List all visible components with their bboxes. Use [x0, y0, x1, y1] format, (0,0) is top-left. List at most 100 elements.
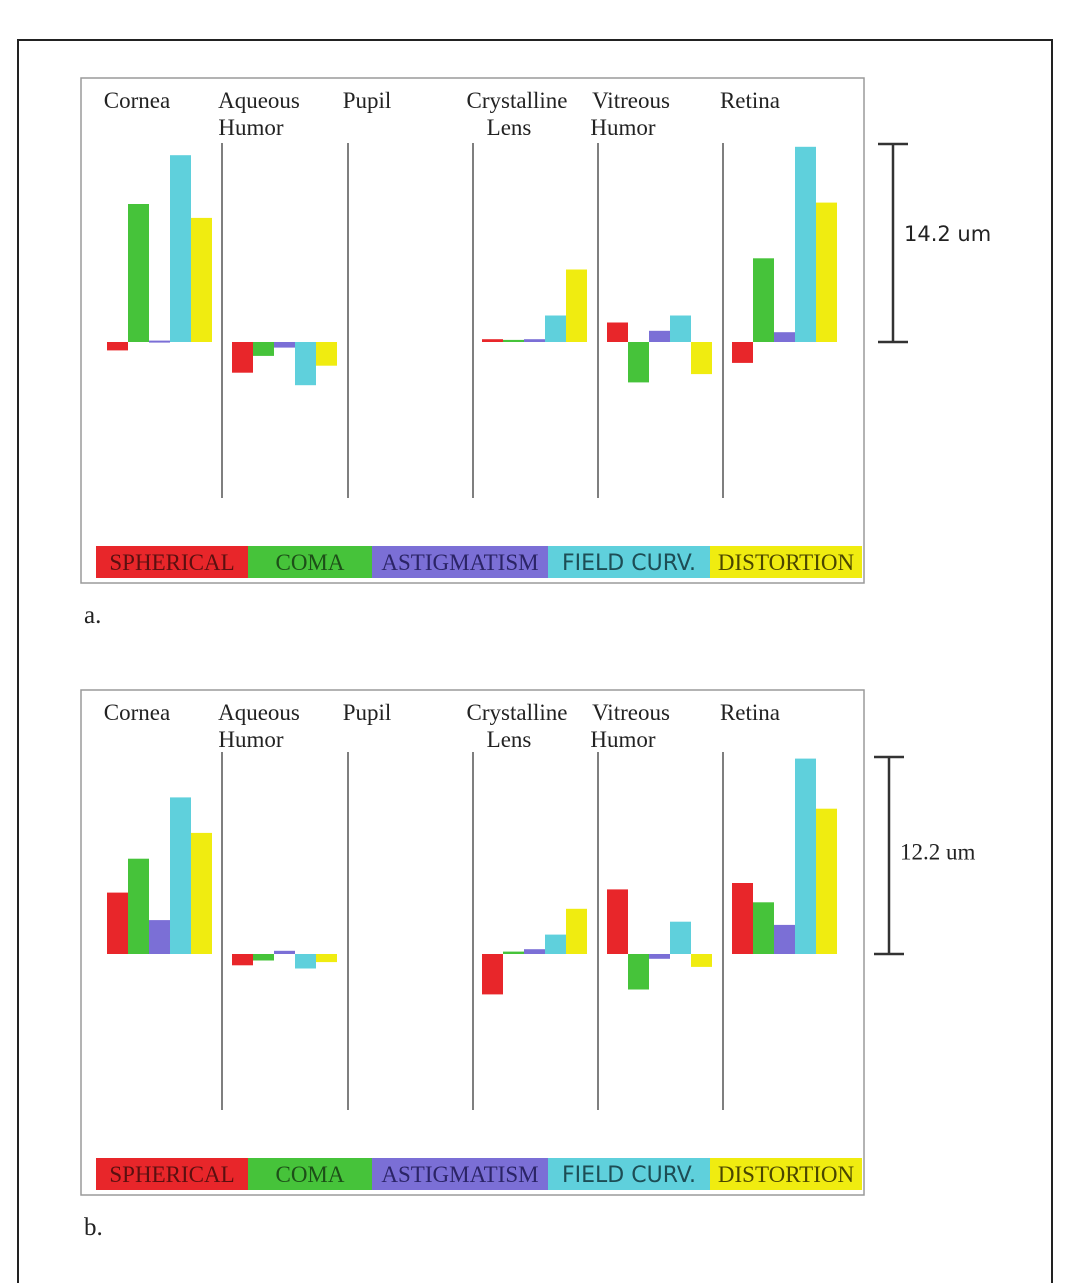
legend-label: COMA — [275, 550, 344, 575]
legend-label: ASTIGMATISM — [381, 550, 538, 575]
scale-bar-label: 12.2 um — [900, 840, 976, 865]
bar-field-curv-vitreous — [670, 921, 691, 954]
legend-label: FIELD CURV. — [562, 551, 696, 576]
scale-bar: 12.2 um — [874, 755, 976, 956]
bar-distortion-retina — [816, 202, 837, 342]
bar-coma-aqueous — [253, 954, 274, 961]
column-header-line1: Vitreous — [592, 88, 670, 113]
bar-spherical-vitreous — [607, 889, 628, 954]
legend-swatch — [248, 546, 372, 578]
bar-coma-vitreous — [628, 954, 649, 990]
column-header-line2: Lens — [487, 115, 532, 140]
bar-coma-aqueous — [253, 342, 274, 356]
bar-distortion-retina — [816, 808, 837, 954]
bar-astigmatism-cornea — [149, 920, 170, 954]
legend-swatch — [548, 1158, 710, 1190]
bar-astigmatism-vitreous — [649, 330, 670, 342]
legend-swatch — [248, 1158, 372, 1190]
bar-astigmatism-crystalline — [524, 949, 545, 954]
bar-distortion-vitreous — [691, 342, 712, 375]
column-header-line2: Humor — [218, 115, 284, 140]
column-header-line2: Humor — [590, 115, 656, 140]
legend-item-field-curv: FIELD CURV. — [548, 546, 710, 578]
bar-spherical-cornea — [107, 342, 128, 351]
column-header-cornea: Cornea — [104, 700, 170, 725]
legend-swatch — [710, 1158, 862, 1190]
bar-field-curv-retina — [795, 758, 816, 954]
bar-distortion-cornea — [191, 832, 212, 954]
bar-field-curv-crystalline — [545, 315, 566, 342]
legend-item-coma: COMA — [248, 546, 372, 578]
legend-label: COMA — [275, 1162, 344, 1187]
column-header-pupil: Pupil — [343, 700, 392, 725]
column-header-line1: Pupil — [343, 700, 392, 725]
legend-label: SPHERICAL — [109, 1162, 234, 1187]
column-header-line1: Retina — [720, 700, 780, 725]
bar-coma-crystalline — [503, 339, 524, 342]
bar-distortion-cornea — [191, 217, 212, 342]
legend-label: FIELD CURV. — [562, 1163, 696, 1188]
scale-bar-label: 14.2 um — [904, 222, 991, 246]
legend-swatch — [96, 546, 248, 578]
legend-item-spherical: SPHERICAL — [96, 546, 248, 578]
bar-distortion-crystalline — [566, 908, 587, 954]
bar-spherical-aqueous — [232, 954, 253, 966]
column-header-line1: Crystalline — [467, 88, 568, 113]
legend-label: DISTORTION — [718, 1162, 855, 1187]
legend-swatch — [710, 546, 862, 578]
column-header-line2: Humor — [218, 727, 284, 752]
legend: SPHERICAL COMA ASTIGMATISM FIELD CURV. DISTO… — [96, 1158, 862, 1190]
column-header-line1: Vitreous — [592, 700, 670, 725]
column-header-line1: Aqueous — [218, 700, 300, 725]
bar-field-curv-retina — [795, 146, 816, 342]
legend-item-astigmatism: ASTIGMATISM — [372, 1158, 548, 1190]
legend-item-spherical: SPHERICAL — [96, 1158, 248, 1190]
column-header-line1: Crystalline — [467, 700, 568, 725]
legend-item-field-curv: FIELD CURV. — [548, 1158, 710, 1190]
panel-label: a. — [84, 602, 101, 629]
bar-astigmatism-crystalline — [524, 339, 545, 342]
bar-astigmatism-cornea — [149, 340, 170, 343]
scale-bar: 14.2 um — [878, 142, 991, 344]
panel-label: b. — [84, 1214, 103, 1241]
bar-coma-cornea — [128, 204, 149, 342]
column-header-line1: Retina — [720, 88, 780, 113]
legend-label: SPHERICAL — [109, 550, 234, 575]
column-header-line1: Pupil — [343, 88, 392, 113]
bar-astigmatism-retina — [774, 924, 795, 954]
bar-field-curv-cornea — [170, 155, 191, 342]
bar-spherical-cornea — [107, 892, 128, 954]
bar-spherical-retina — [732, 342, 753, 363]
legend-item-astigmatism: ASTIGMATISM — [372, 546, 548, 578]
legend-item-distortion: DISTORTION — [710, 546, 862, 578]
column-header-cornea: Cornea — [104, 88, 170, 113]
legend-label: DISTORTION — [718, 550, 855, 575]
column-header-pupil: Pupil — [343, 88, 392, 113]
bar-coma-cornea — [128, 858, 149, 954]
legend-swatch — [372, 1158, 548, 1190]
legend-label: ASTIGMATISM — [381, 1162, 538, 1187]
column-header-line2: Humor — [590, 727, 656, 752]
bar-distortion-aqueous — [316, 954, 337, 963]
bar-coma-retina — [753, 258, 774, 342]
bar-field-curv-cornea — [170, 797, 191, 954]
bar-spherical-crystalline — [482, 339, 503, 342]
figure-border — [17, 39, 1053, 1283]
bar-astigmatism-aqueous — [274, 950, 295, 954]
bar-distortion-vitreous — [691, 954, 712, 967]
bar-field-curv-aqueous — [295, 954, 316, 969]
column-header-retina: Retina — [720, 700, 780, 725]
bar-astigmatism-aqueous — [274, 342, 295, 348]
bar-astigmatism-vitreous — [649, 954, 670, 959]
column-header-line1: Cornea — [104, 700, 170, 725]
legend: SPHERICAL COMA ASTIGMATISM FIELD CURV. DISTO… — [96, 546, 862, 578]
bar-coma-vitreous — [628, 342, 649, 383]
